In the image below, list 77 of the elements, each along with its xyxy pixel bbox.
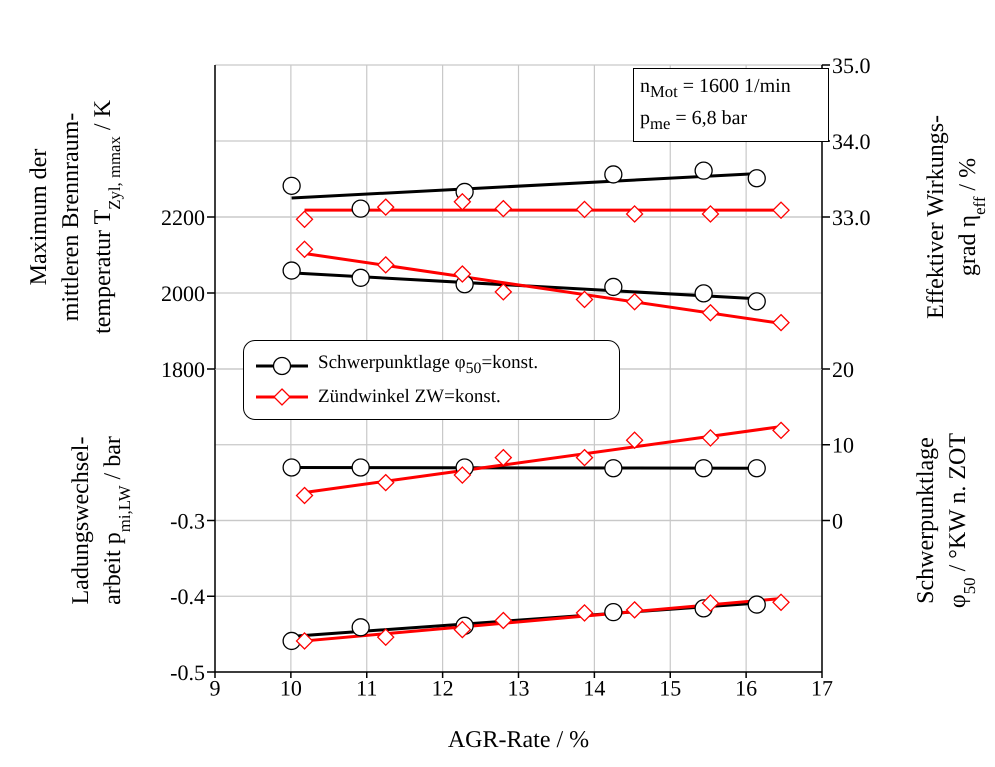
x-tick-label: 13: [508, 676, 530, 701]
x-axis-title: AGR-Rate / %: [448, 727, 590, 753]
point: [377, 474, 394, 492]
point: [494, 200, 512, 218]
point: [296, 486, 314, 504]
point: [352, 458, 370, 477]
x-tick-label: 15: [659, 676, 682, 701]
point: [604, 459, 622, 478]
point: [494, 612, 512, 630]
annotation: p$_{me}$ = 6,8 bar: [640, 106, 748, 135]
y2-tick-label: 0: [832, 508, 843, 534]
point: [576, 200, 594, 218]
point: [772, 314, 790, 332]
x-tick-label: 12: [432, 676, 454, 701]
legend-label: Zündwinkel ZW=konst.: [318, 384, 501, 409]
y2-tick-label: 20: [832, 356, 854, 382]
point: [702, 304, 720, 322]
point: [604, 278, 622, 296]
point: [626, 432, 644, 449]
point: [694, 459, 713, 478]
x-tick-label: 14: [583, 676, 606, 701]
point: [282, 632, 301, 650]
point: [352, 618, 370, 636]
x-tick-label: 11: [356, 676, 378, 701]
legend-label: Schwerpunktlage φ$_{50}$=konst.: [318, 351, 538, 379]
point: [296, 632, 314, 650]
annotation: n$_{Mot}$ = 1600 1/min: [640, 74, 792, 103]
y2-tick-label: 34.0: [832, 128, 870, 154]
point: [748, 169, 766, 188]
point: [352, 199, 370, 218]
point: [282, 261, 301, 280]
point: [748, 595, 766, 614]
point: [626, 293, 644, 310]
y-tick-label: 1800: [161, 356, 205, 382]
point: [494, 283, 512, 301]
y2-tick-label: 33.0: [832, 204, 870, 230]
y-tick-label: -0.3: [170, 508, 205, 534]
point: [494, 448, 512, 466]
point: [377, 628, 394, 646]
point: [626, 601, 644, 619]
x-tick-label: 9: [210, 676, 220, 701]
point: [772, 202, 790, 219]
point: [454, 620, 472, 638]
point: [702, 205, 720, 223]
point: [377, 198, 394, 216]
point: [694, 161, 713, 180]
point: [772, 594, 790, 611]
point: [702, 594, 720, 612]
point: [576, 290, 594, 308]
x-tick-label: 10: [280, 676, 302, 701]
point: [626, 205, 644, 223]
point: [748, 292, 766, 311]
point: [702, 429, 720, 447]
point: [694, 284, 713, 303]
y-tick-label: 2200: [161, 204, 205, 230]
y-tick-label: -0.5: [170, 660, 205, 685]
point: [576, 604, 594, 622]
point: [576, 448, 594, 466]
point: [604, 165, 622, 184]
point: [296, 210, 314, 228]
x-tick-label: 17: [811, 676, 833, 701]
point: [454, 193, 472, 210]
point: [282, 176, 301, 195]
point: [454, 265, 472, 283]
y-tick-label: 2000: [161, 280, 205, 306]
point: [296, 240, 314, 258]
point: [377, 256, 394, 274]
point: [604, 603, 622, 622]
y-tick-label: -0.4: [170, 584, 205, 610]
point: [454, 466, 472, 484]
y2-tick-label: 35.0: [832, 52, 870, 78]
point: [352, 268, 370, 287]
x-tick-label: 16: [735, 676, 758, 701]
point: [748, 459, 766, 478]
y2-tick-label: 10: [832, 432, 854, 458]
point: [772, 422, 790, 440]
point: [282, 458, 301, 477]
